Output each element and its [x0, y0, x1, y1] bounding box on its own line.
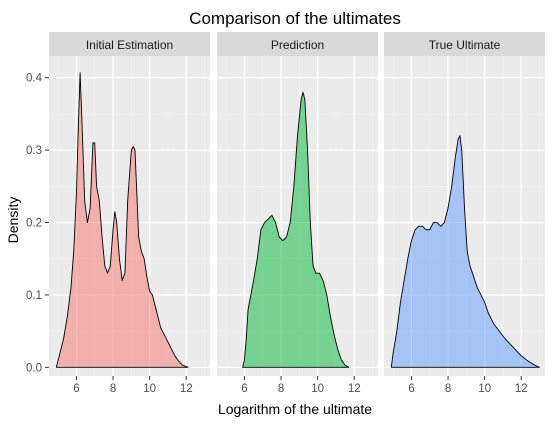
- x-tick-label: 8: [110, 383, 116, 395]
- density-area-initial-estimation: [55, 72, 189, 368]
- facet-strip-label: True Ultimate: [429, 38, 501, 52]
- x-tick-label: 6: [408, 383, 414, 395]
- x-tick-label: 12: [180, 383, 193, 395]
- x-tick-label: 10: [311, 383, 324, 395]
- x-tick-label: 6: [73, 383, 79, 395]
- y-tick-label: 0.0: [26, 362, 42, 374]
- x-tick-label: 8: [445, 383, 451, 395]
- x-tick-label: 10: [143, 383, 156, 395]
- facet-panel-true-ultimate: True Ultimate 6 8 10 12: [384, 32, 545, 395]
- density-area-true-ultimate: [390, 135, 540, 368]
- y-axis-title: Density: [5, 197, 21, 244]
- density-area-prediction: [242, 91, 350, 368]
- x-tick-label: 12: [348, 383, 361, 395]
- facet-strip: [49, 32, 210, 56]
- facet-panel-prediction: Prediction 6 8 10 12: [217, 32, 378, 395]
- facet-strip-label: Initial Estimation: [86, 38, 173, 52]
- facet-panels: Initial Estimation 6 8 10 12 Prediction 6 8 10 12…: [49, 32, 545, 395]
- facet-panel-initial-estimation: Initial Estimation 6 8 10 12: [49, 32, 210, 395]
- y-tick-label: 0.3: [26, 145, 42, 157]
- chart-title: Comparison of the ultimates: [189, 9, 401, 28]
- facet-strip-label: Prediction: [271, 38, 324, 52]
- y-tick-label: 0.4: [26, 73, 43, 85]
- y-axis: 0.0 0.1 0.2 0.3 0.4: [26, 73, 49, 374]
- y-tick-label: 0.1: [26, 290, 42, 302]
- x-tick-label: 10: [478, 383, 491, 395]
- x-tick-label: 6: [241, 383, 247, 395]
- x-tick-label: 8: [278, 383, 284, 395]
- facet-strip: [217, 32, 378, 56]
- x-tick-label: 12: [515, 383, 528, 395]
- facet-strip: [384, 32, 545, 56]
- x-axis-title: Logarithm of the ultimate: [218, 401, 372, 417]
- y-tick-label: 0.2: [26, 218, 42, 230]
